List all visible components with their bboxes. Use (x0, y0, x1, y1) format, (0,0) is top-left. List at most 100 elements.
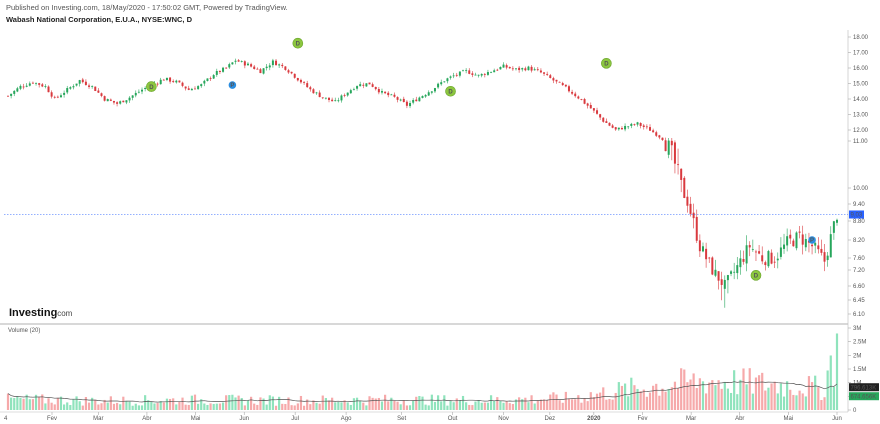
candle-body (745, 245, 748, 264)
candle-body (312, 89, 315, 94)
candle-body (633, 124, 636, 126)
candle-body (100, 93, 103, 96)
price-tick-label: 17.00 (853, 51, 869, 57)
candle-body (137, 91, 140, 93)
volume-bar (119, 404, 122, 410)
candle-body (652, 130, 655, 133)
volume-bar (807, 376, 811, 410)
volume-bar (552, 392, 555, 410)
volume-bar (302, 405, 306, 410)
candle-body (555, 79, 558, 82)
volume-bar (723, 381, 726, 410)
volume-bar (165, 398, 169, 410)
candle-body (617, 127, 620, 130)
price-axis: 18.00 17.00 16.00 15.00 14.00 13.00 12.00 11.00… (848, 35, 869, 318)
volume-bar (240, 398, 243, 410)
volume-bar (84, 396, 88, 410)
price-tick-label: 16.00 (853, 66, 869, 72)
candle-body (677, 164, 680, 166)
volume-bar (206, 404, 209, 410)
candle-body (16, 88, 19, 92)
volume-bar (50, 402, 53, 410)
candle-body (218, 70, 221, 72)
volume-bar (109, 396, 112, 410)
volume-bar (518, 397, 521, 410)
candle-body (368, 82, 371, 85)
volume-bar (380, 401, 384, 410)
volume-bar (122, 396, 125, 410)
candle-body (206, 78, 209, 81)
candle-body (502, 64, 505, 68)
volume-bar (28, 399, 31, 410)
volume-ma-line (7, 381, 838, 403)
volume-bar (676, 388, 680, 410)
dividend-marker-label: D (754, 274, 759, 280)
candle-body (377, 89, 380, 93)
price-tick-label: 7.20 (853, 268, 865, 274)
volume-bar (408, 405, 412, 410)
volume-bar (62, 404, 66, 410)
volume-bar (514, 399, 518, 410)
candle-body (387, 92, 390, 96)
candle-body (701, 246, 704, 252)
volume-bar (228, 395, 231, 410)
candle-body (427, 92, 430, 96)
candle-body (356, 86, 359, 89)
candle-body (608, 122, 611, 126)
candle-body (596, 110, 599, 114)
time-tick-label: Abr (142, 416, 151, 422)
volume-bar (443, 395, 446, 410)
candle-body (346, 92, 349, 96)
candle-body (56, 96, 59, 98)
volume-bar (197, 403, 200, 410)
candle-body (826, 255, 829, 261)
candle-body (627, 126, 630, 128)
candle-body (299, 79, 302, 83)
candle-body (639, 122, 642, 126)
volume-bar (505, 401, 508, 410)
volume-bar (465, 402, 468, 410)
candle-body (228, 64, 231, 68)
candle-body (28, 83, 31, 86)
volume-bar (34, 394, 38, 410)
event-marker (808, 236, 816, 244)
volume-bar (144, 395, 147, 410)
candle-body (789, 234, 792, 239)
candle-body (75, 83, 78, 86)
volume-bar (711, 380, 714, 410)
dividend-marker-label: D (149, 85, 154, 91)
candle-body (131, 95, 134, 98)
candle-body (820, 248, 823, 253)
event-marker-label: P (810, 238, 814, 244)
candle-body (527, 66, 530, 71)
volume-bar (449, 401, 452, 410)
volume-bar (274, 405, 278, 410)
candle-body (770, 252, 773, 264)
candle-body (599, 114, 602, 118)
volume-bar (265, 404, 268, 410)
volume-bar (549, 394, 552, 410)
candle-body (343, 95, 346, 96)
volume-bar (178, 401, 181, 410)
volume-bar (564, 391, 567, 410)
volume-bar (477, 400, 480, 410)
candle-body (437, 83, 440, 88)
volume-bar (140, 405, 144, 410)
price-tick-label: 13.00 (853, 113, 869, 119)
volume-bar (215, 403, 218, 410)
time-tick-label: Out (448, 416, 458, 422)
time-tick-label: 2020 (587, 416, 601, 422)
candle-body (486, 72, 489, 75)
volume-bar (172, 398, 175, 410)
volume-bar (44, 403, 47, 410)
candle-body (222, 67, 225, 72)
candle-body (620, 128, 623, 130)
volume-bar (396, 401, 399, 410)
candle-body (723, 279, 726, 289)
volume-bar (502, 402, 505, 410)
candle-body (72, 86, 75, 88)
volume-tick-label: 0 (853, 408, 857, 414)
candle-body (66, 88, 69, 93)
